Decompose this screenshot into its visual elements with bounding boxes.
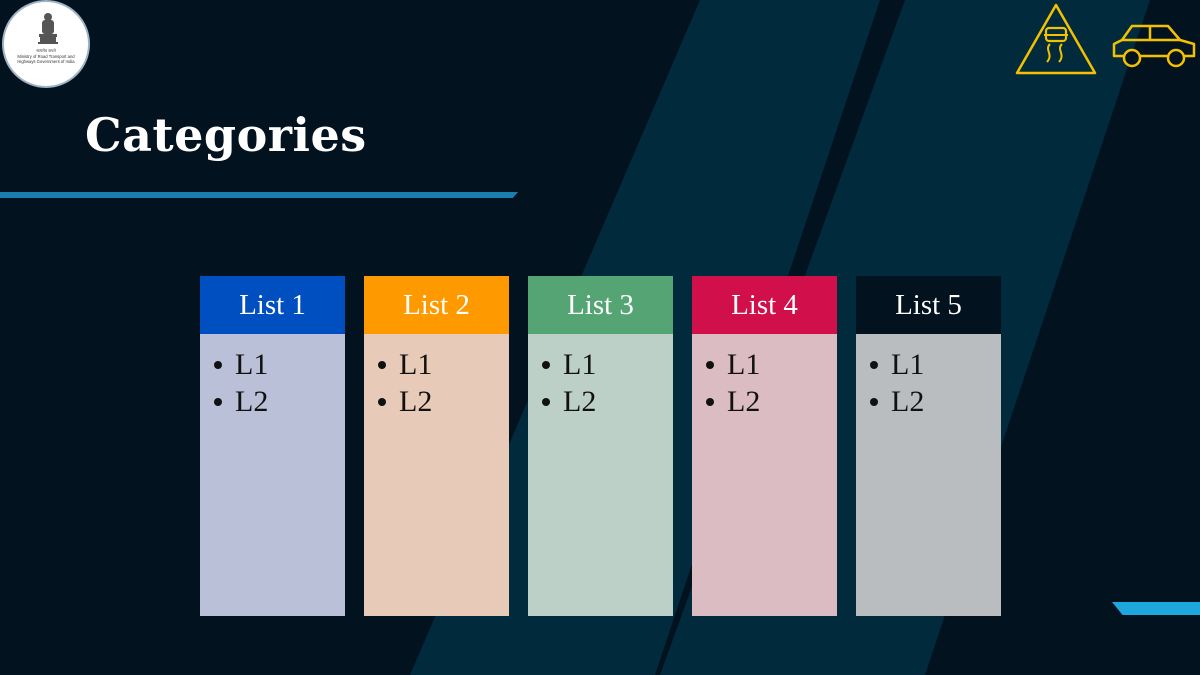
bullet-icon <box>706 360 714 369</box>
corner-accent-bar <box>1112 602 1200 615</box>
bullet-icon <box>706 397 714 406</box>
ministry-logo: सत्यमेव जयते Ministry of Road Transport … <box>2 0 90 88</box>
logo-motto: सत्यमेव जयते <box>36 48 56 53</box>
bullet-icon <box>870 360 878 369</box>
bullet-icon <box>378 397 386 406</box>
logo-org-name: Ministry of Road Transport and Highways … <box>17 54 75 64</box>
title-underline <box>0 192 518 198</box>
page-title: Categories <box>85 108 367 162</box>
category-card-3: List 3 L1 L2 <box>528 276 673 616</box>
bullet-icon <box>214 397 222 406</box>
list-item: L1 <box>542 346 673 383</box>
car-icon <box>1112 24 1196 68</box>
bullet-icon <box>214 360 222 369</box>
list-item: L2 <box>870 383 1001 420</box>
category-card-4: List 4 L1 L2 <box>692 276 837 616</box>
slippery-road-warning-icon <box>1015 3 1097 75</box>
category-card-1: List 1 L1 L2 <box>200 276 345 616</box>
list-item: L2 <box>214 383 345 420</box>
bullet-icon <box>378 360 386 369</box>
card-header: List 5 <box>856 276 1001 334</box>
card-header: List 2 <box>364 276 509 334</box>
card-body: L1 L2 <box>364 334 509 616</box>
card-body: L1 L2 <box>200 334 345 616</box>
bullet-icon <box>542 360 550 369</box>
list-item: L1 <box>214 346 345 383</box>
card-body: L1 L2 <box>692 334 837 616</box>
bullet-icon <box>542 397 550 406</box>
card-header: List 1 <box>200 276 345 334</box>
list-item: L2 <box>706 383 837 420</box>
card-header: List 3 <box>528 276 673 334</box>
list-item: L1 <box>870 346 1001 383</box>
card-body: L1 L2 <box>528 334 673 616</box>
list-item: L2 <box>542 383 673 420</box>
category-card-5: List 5 L1 L2 <box>856 276 1001 616</box>
list-item: L2 <box>378 383 509 420</box>
category-card-2: List 2 L1 L2 <box>364 276 509 616</box>
card-body: L1 L2 <box>856 334 1001 616</box>
emblem-icon <box>38 13 58 44</box>
list-item: L1 <box>378 346 509 383</box>
list-item: L1 <box>706 346 837 383</box>
bullet-icon <box>870 397 878 406</box>
card-header: List 4 <box>692 276 837 334</box>
